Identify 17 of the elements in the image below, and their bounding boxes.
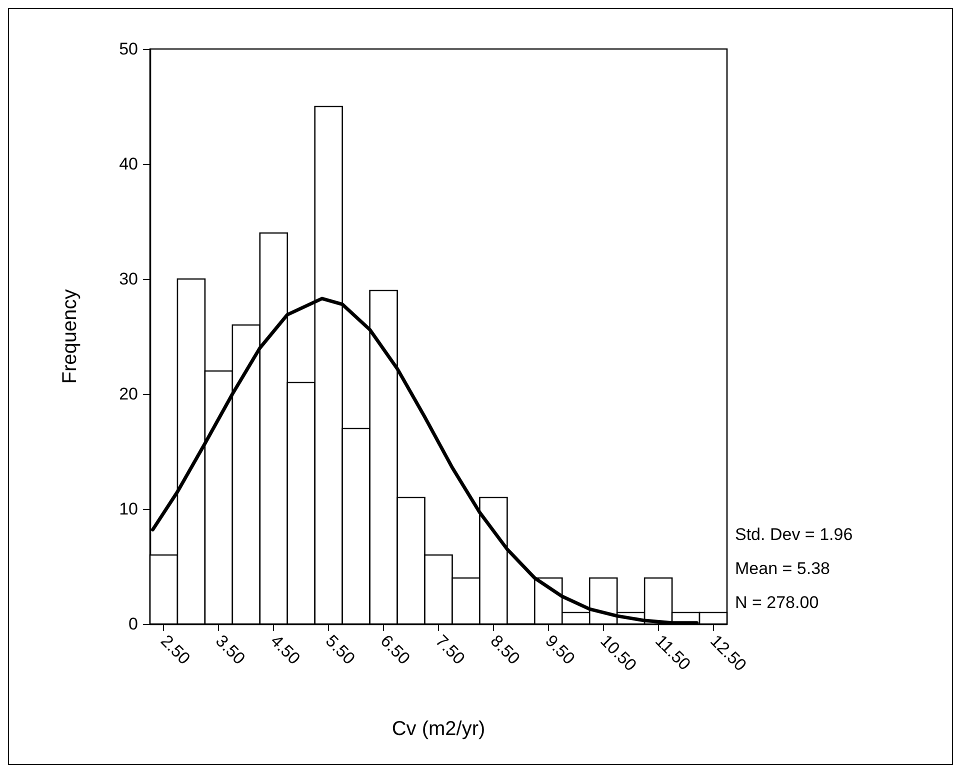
y-tick-label: 0 <box>128 614 138 634</box>
x-tick-label: 6.50 <box>376 631 414 668</box>
y-tick-label: 10 <box>119 500 138 518</box>
text: N = 278.00 <box>735 593 819 612</box>
y-tick-label: 20 <box>119 384 138 404</box>
y-tick-label: 50 <box>119 40 138 58</box>
x-tick-label: 9.50 <box>542 631 578 668</box>
x-tick-label: 2.50 <box>157 631 194 668</box>
x-tick-label: 3.50 <box>212 631 249 668</box>
text: Std. Dev = 1.96 <box>735 525 853 544</box>
x-tick-label: 4.50 <box>266 631 304 668</box>
y-tick-label: 40 <box>119 154 138 174</box>
y-tick-label: 30 <box>119 270 138 288</box>
x-tick-label: 8.50 <box>486 631 524 668</box>
x-axis-title: Cv (m2/yr) <box>392 718 486 740</box>
y-axis-title: Frequency <box>59 289 81 384</box>
text: Mean = 5.38 <box>735 559 830 578</box>
